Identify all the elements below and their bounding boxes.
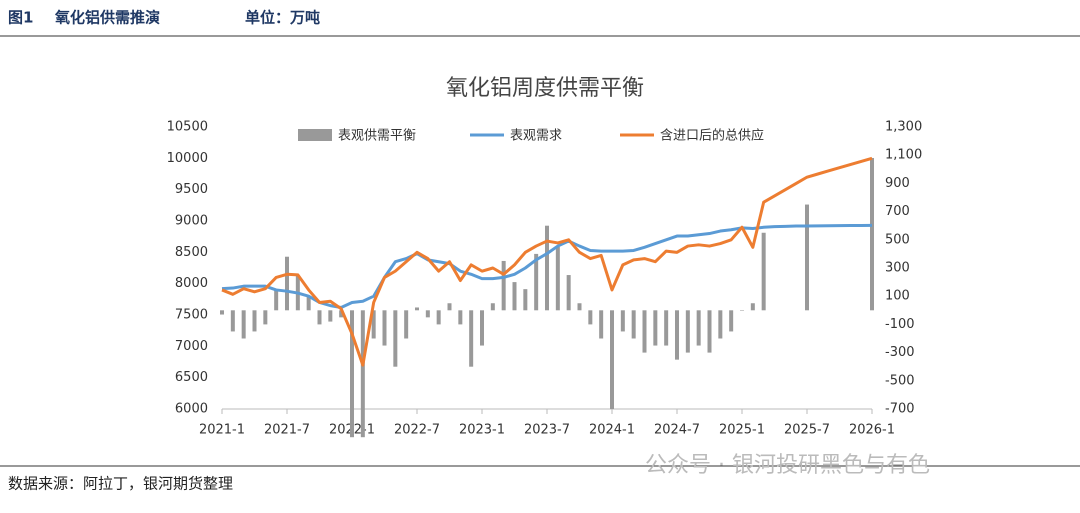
watermark: 公众号 · 银河投研黑色与有色 (645, 453, 930, 478)
bar (718, 310, 723, 339)
legend-swatch (298, 129, 332, 141)
x-tick-label: 2021-1 (199, 423, 245, 438)
bar (577, 303, 582, 311)
y2-tick-label: 700 (885, 204, 910, 219)
figure-title: 氧化铝供需推演 (54, 9, 160, 27)
bar (263, 310, 268, 325)
y-tick-label: 7000 (175, 339, 208, 354)
bar (317, 310, 322, 325)
bar (382, 310, 387, 346)
line (221, 156, 873, 367)
line (221, 223, 873, 309)
y2-tick-label: 900 (885, 176, 910, 191)
x-tick-label: 2025-1 (719, 423, 765, 438)
bar (620, 310, 625, 332)
y2-tick-label: -300 (885, 345, 915, 360)
bar (707, 310, 712, 353)
chart-title: 氧化铝周度供需平衡 (446, 76, 644, 101)
bar (285, 256, 289, 311)
y-tick-label: 8500 (175, 245, 208, 260)
bar (675, 310, 679, 360)
legend-label: 表观需求 (510, 129, 562, 144)
bar (588, 310, 593, 325)
bar (404, 310, 409, 339)
bar (447, 303, 452, 311)
bar (523, 289, 528, 311)
bar (805, 204, 809, 311)
bar (306, 296, 311, 311)
bar (642, 310, 647, 353)
y2-tick-label: -700 (885, 402, 915, 417)
bar (241, 310, 246, 339)
x-tick-label: 2024-7 (654, 423, 700, 438)
y-tick-label: 7500 (175, 308, 208, 323)
y2-tick-label: 500 (885, 232, 910, 247)
bar (490, 303, 495, 311)
y-tick-label: 9500 (175, 182, 208, 197)
bar (653, 310, 658, 346)
y2-tick-label: 1,300 (885, 120, 922, 135)
legend-label: 表观供需平衡 (338, 129, 416, 144)
bar (545, 225, 549, 311)
y2-tick-label: -500 (885, 373, 915, 388)
bar (230, 310, 235, 332)
bar (425, 310, 430, 318)
bar (360, 310, 365, 438)
bar (534, 253, 539, 311)
bar (664, 310, 669, 346)
x-tick-label: 2024-1 (589, 423, 635, 438)
bar (870, 158, 874, 311)
bar (436, 310, 441, 325)
bar (685, 310, 690, 353)
bar (415, 307, 419, 311)
legend-label: 含进口后的总供应 (660, 128, 764, 144)
y2-tick-label: 100 (885, 289, 910, 304)
bar (599, 310, 604, 339)
y2-tick-label: 300 (885, 261, 910, 276)
unit: 单位：万吨 (245, 9, 320, 27)
x-tick-label: 2022-7 (394, 423, 440, 438)
bar (371, 310, 376, 339)
source: 数据来源：阿拉丁，银河期货整理 (8, 475, 233, 493)
bar (566, 275, 571, 311)
bar (696, 310, 701, 346)
bar (729, 310, 734, 332)
y-tick-label: 6000 (175, 402, 208, 417)
y-tick-label: 8000 (175, 276, 208, 291)
figure-label: 图1 (8, 9, 33, 27)
y-tick-label: 6500 (175, 370, 208, 385)
bar (480, 310, 484, 346)
bar (274, 289, 279, 311)
bar (328, 310, 333, 322)
bar (393, 310, 398, 367)
y2-tick-label: -100 (885, 317, 915, 332)
bar (740, 310, 744, 311)
y-tick-label: 9000 (175, 214, 208, 229)
x-tick-label: 2026-1 (849, 423, 895, 438)
x-tick-label: 2025-7 (784, 423, 830, 438)
bar (339, 310, 344, 318)
bar (220, 310, 224, 315)
x-tick-label: 2021-7 (264, 423, 310, 438)
bar (458, 310, 463, 325)
bar (750, 303, 755, 311)
bar (555, 246, 560, 311)
bar (501, 260, 506, 311)
bar (350, 310, 354, 438)
bar (761, 232, 766, 311)
bar (469, 310, 474, 367)
bar (631, 310, 636, 339)
y-tick-label: 10500 (167, 120, 208, 135)
x-tick-label: 2023-1 (459, 423, 505, 438)
bar (610, 310, 614, 409)
bar (512, 282, 517, 311)
bar (252, 310, 257, 332)
x-tick-label: 2023-7 (524, 423, 570, 438)
y-tick-label: 10000 (167, 151, 208, 166)
y2-tick-label: 1,100 (885, 148, 922, 163)
